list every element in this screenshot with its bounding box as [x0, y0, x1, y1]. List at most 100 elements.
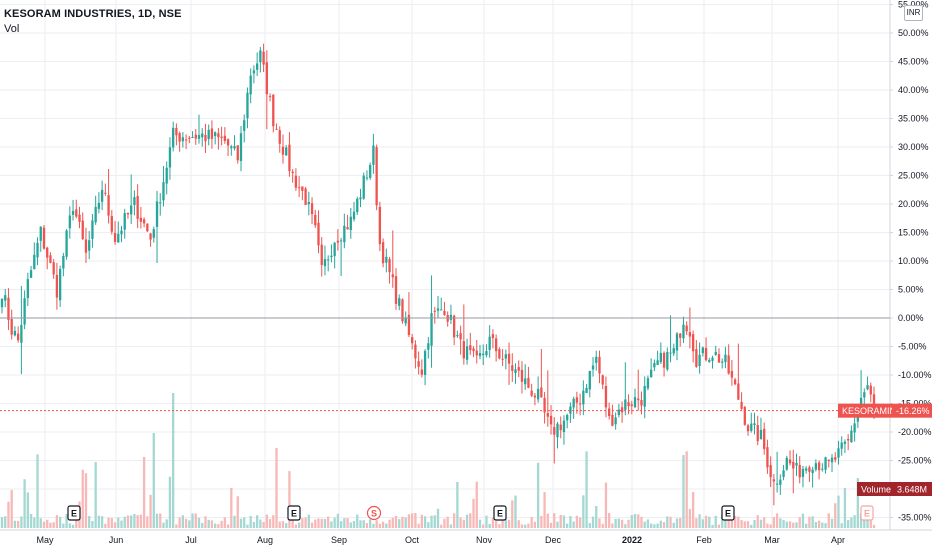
volume-bar	[701, 519, 704, 528]
volume-bar	[152, 433, 155, 528]
candle-body	[620, 407, 624, 413]
candle-body	[223, 135, 227, 142]
event-marker-earnings[interactable]: E	[67, 505, 81, 521]
earnings-marker-box	[67, 505, 81, 521]
volume-bar	[759, 519, 763, 528]
event-marker-earnings[interactable]: E	[287, 505, 301, 521]
volume-bar	[782, 519, 785, 528]
candle-body	[336, 240, 340, 243]
volume-bar	[440, 524, 443, 528]
volume-bar	[672, 522, 675, 528]
candle-body	[91, 220, 94, 239]
volume-bar	[659, 520, 663, 528]
event-marker-split[interactable]: S	[366, 505, 382, 521]
volume-bar	[624, 524, 627, 528]
candle-body	[834, 457, 837, 460]
candle-body	[55, 274, 59, 298]
volume-bar	[520, 524, 524, 528]
candle-body	[630, 404, 633, 407]
candle-body	[33, 254, 36, 270]
candle-body	[126, 212, 130, 215]
candle-body	[730, 370, 734, 378]
volume-bar	[42, 521, 46, 528]
volume-bar	[704, 515, 708, 528]
candle-body	[94, 206, 97, 223]
candle-body	[646, 378, 650, 389]
volume-bar	[863, 516, 866, 528]
volume-bar	[230, 487, 233, 528]
candle-body	[788, 459, 792, 464]
currency-badge[interactable]: INR	[904, 5, 923, 21]
volume-bar	[223, 517, 227, 528]
volume-bar	[514, 495, 517, 528]
event-marker-earnings[interactable]: E	[860, 505, 874, 521]
volume-bar	[750, 524, 753, 528]
candle-body	[821, 468, 824, 470]
volume-bar	[866, 520, 869, 528]
candle-body	[595, 356, 598, 363]
candle-body	[759, 429, 763, 440]
volume-bar	[714, 515, 717, 528]
volume-badge: Volume 3.648M	[857, 482, 932, 496]
volume-bar	[743, 521, 746, 528]
volume-bar	[88, 515, 91, 528]
candle-body	[588, 370, 591, 390]
candle-body	[669, 352, 672, 354]
volume-bar	[507, 519, 511, 528]
earnings-marker-label: E	[864, 509, 870, 519]
price-tick-label: 40.00%	[898, 85, 929, 95]
volume-bar	[433, 515, 436, 528]
candle-body	[330, 255, 333, 258]
price-tick-label: -20.00%	[898, 427, 932, 437]
candle-body	[255, 63, 259, 70]
candle-body	[756, 425, 759, 442]
candle-body	[310, 203, 314, 215]
candle-body	[262, 51, 265, 65]
volume-bar	[805, 523, 808, 528]
time-axis[interactable]: May Jun Jul Aug Sep Oct Nov Dec 2022 Feb Mar Apr	[36, 535, 845, 545]
volume-bar	[850, 517, 853, 528]
candle-body	[449, 314, 453, 320]
candle-body	[323, 259, 327, 267]
candle-body	[530, 390, 533, 396]
candle-body	[627, 402, 630, 407]
symbol-title[interactable]: KESORAM INDUSTRIES, 1D, NSE	[4, 8, 182, 20]
volume-bar	[139, 514, 143, 528]
candle-body	[459, 333, 462, 340]
candle-body	[472, 348, 475, 352]
event-marker-earnings[interactable]: E	[493, 505, 507, 521]
candle-body	[695, 349, 698, 367]
event-marker-earnings[interactable]: E	[721, 505, 735, 521]
volume-bar	[443, 518, 446, 528]
candle-body	[504, 354, 507, 359]
chart-legend[interactable]: KESORAM INDUSTRIES, 1D, NSE Vol	[4, 7, 182, 37]
candle-body	[691, 334, 695, 352]
candle-body	[624, 399, 627, 410]
volume-bar	[417, 523, 420, 528]
candle-body	[488, 336, 491, 350]
candle-body	[411, 337, 414, 344]
candle-body	[750, 423, 753, 431]
price-axis[interactable]: 55.00% 50.00% 45.00% 40.00% 35.00% 30.00% 25.0…	[890, 0, 932, 523]
candle-body	[233, 146, 236, 149]
volume-bar	[643, 521, 646, 528]
volume-bar	[278, 521, 281, 528]
price-candles	[0, 43, 876, 506]
time-tick-label: Jun	[109, 535, 124, 545]
volume-bar	[679, 517, 682, 528]
candle-body	[866, 385, 869, 390]
volume-bar	[172, 393, 175, 528]
candle-body	[792, 461, 795, 469]
candle-body	[485, 351, 488, 356]
volume-bar	[323, 519, 327, 528]
volume-bar	[184, 518, 188, 528]
volume-bar	[675, 518, 679, 528]
candle-body	[162, 182, 165, 201]
volume-legend-label[interactable]: Vol	[4, 23, 20, 35]
symbol-badge-bg	[838, 403, 892, 418]
volume-bar	[740, 520, 743, 528]
price-tick-label: 50.00%	[898, 28, 929, 38]
volume-bar	[142, 456, 146, 528]
